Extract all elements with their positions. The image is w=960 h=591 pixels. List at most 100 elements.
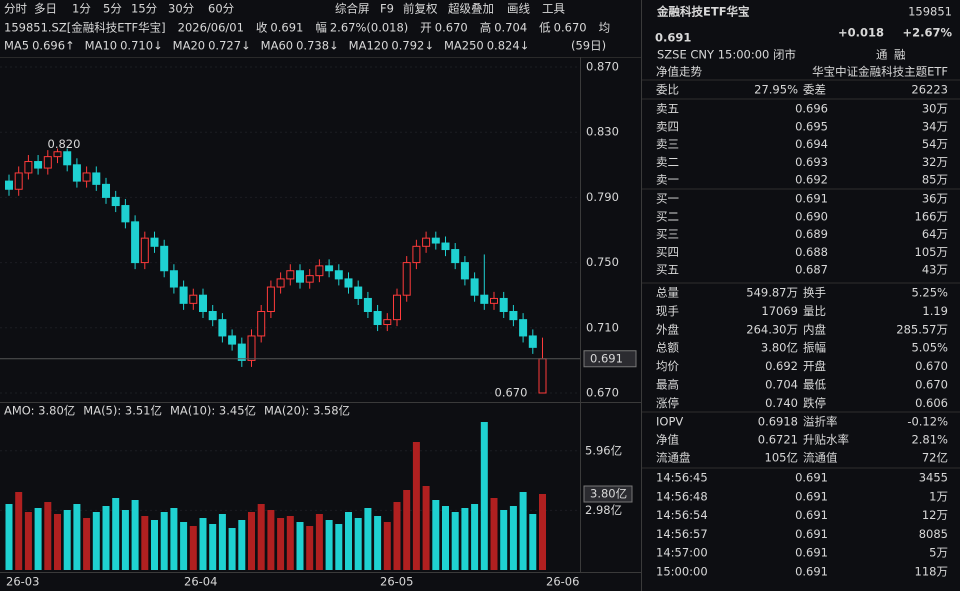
tool[interactable]: 画线 (507, 2, 530, 16)
candle-body (373, 310, 382, 326)
volume-bar (354, 518, 362, 570)
volume-bar (539, 494, 546, 570)
panel-cell: 0.691 (795, 527, 828, 541)
panel-cell: 净值 (656, 433, 679, 447)
info-text: 幅 (315, 21, 327, 35)
panel-cell: 26223 (911, 83, 948, 97)
panel-cell: 买一 (656, 192, 679, 206)
volume-bar (121, 510, 129, 570)
tool[interactable]: F9 (380, 2, 394, 16)
candle-body (82, 172, 91, 182)
volume-bar (54, 514, 61, 570)
period[interactable]: (59日) (571, 39, 606, 53)
panel-cell: 5万 (929, 546, 948, 560)
info-text: 0.691 (270, 21, 303, 35)
candle-body (208, 310, 217, 321)
panel-cell: 1.19 (922, 304, 948, 318)
tab[interactable]: 60分 (208, 2, 235, 16)
panel-cell: 118万 (915, 565, 948, 579)
panel-cell: 0.692 (765, 359, 798, 373)
x-tick-label: 26-04 (184, 575, 217, 589)
candle-body (383, 319, 392, 326)
candle-body (247, 335, 256, 361)
volume-bar (471, 504, 479, 570)
panel-cell: 总额 (656, 341, 679, 355)
panel-cell: 0.693 (795, 155, 828, 169)
volume-bar (286, 516, 294, 570)
volume-bar (422, 486, 430, 570)
candle-body (528, 335, 537, 348)
panel-cell: 0.691 (795, 471, 828, 485)
volume-bar (238, 520, 246, 570)
volume-bar (442, 506, 449, 570)
panel-cell: 升贴水率 (803, 433, 849, 447)
panel-cell: 1万 (929, 489, 948, 503)
tab[interactable]: 多日 (34, 2, 57, 16)
panel-cell: 卖五 (656, 102, 679, 116)
info-text: 0.670 (554, 21, 587, 35)
volume-bar (199, 518, 207, 570)
candle-body (102, 183, 110, 198)
tool[interactable]: 工具 (542, 2, 565, 16)
panel-cell: 流通值 (803, 451, 838, 465)
change-pct: +2.67% (902, 26, 952, 40)
volume-bar (248, 512, 255, 570)
candle-body (286, 270, 295, 280)
tab[interactable]: 15分 (131, 2, 158, 16)
ma-value: 0.738↓ (296, 39, 339, 53)
x-tick-label: 26-06 (546, 575, 579, 589)
panel-cell: 14:56:48 (656, 489, 708, 503)
volume-bar (15, 492, 23, 570)
panel-cell: 卖四 (656, 119, 679, 133)
volume-bar (44, 502, 52, 570)
volume-bar (257, 504, 265, 570)
candle-body (43, 156, 52, 169)
tab[interactable]: 5分 (103, 2, 122, 16)
tab[interactable]: 1分 (72, 2, 91, 16)
panel-cell: 5.05% (911, 341, 948, 355)
y-tick-label: 0.670 (586, 385, 619, 399)
candle-body (189, 294, 198, 304)
candle-body (315, 265, 324, 277)
volume-bar (209, 524, 217, 570)
tool[interactable]: 前复权 (403, 2, 438, 16)
volume-bar (170, 508, 178, 570)
volume-bar (63, 510, 71, 570)
panel-cell: 14:56:57 (656, 527, 708, 541)
panel-cell: 现手 (656, 304, 679, 318)
ma-name: MA5 (4, 39, 29, 53)
volume-bar (403, 490, 411, 570)
candle-body (218, 319, 227, 337)
tool[interactable]: 超级叠加 (448, 2, 494, 16)
candle-body (257, 310, 266, 337)
panel-cell: 549.87万 (746, 286, 798, 300)
candle-body (538, 358, 547, 394)
ma-value: 0.696↑ (32, 39, 75, 53)
panel-cell: 5.25% (911, 286, 948, 300)
candle-body (199, 294, 207, 312)
tab[interactable]: 30分 (168, 2, 195, 16)
min-label: 0.670 (495, 385, 528, 399)
candle-body (53, 151, 62, 158)
tool[interactable]: 综合屏 (335, 2, 370, 16)
panel-cell: 15:00:00 (656, 565, 708, 579)
candle-body (296, 270, 304, 283)
candle-body (470, 278, 479, 296)
volume-last: 3.80亿 (590, 487, 627, 501)
panel-cell: -0.12% (907, 415, 948, 429)
panel-cell: 14:56:45 (656, 471, 708, 485)
panel-cell: 卖三 (656, 137, 679, 151)
candle-body (140, 237, 149, 264)
volume-bar (277, 518, 285, 570)
panel-cell: 0.740 (765, 396, 798, 410)
tab[interactable]: 分时 (4, 2, 27, 16)
info-text: 2026/06/01 (178, 21, 244, 35)
candle-body (460, 262, 469, 280)
panel-cell: 0.687 (795, 263, 828, 277)
panel-cell: 0.694 (795, 137, 828, 151)
volume-bar (189, 526, 197, 570)
panel-cell: 3.80亿 (761, 341, 798, 355)
price: 0.691 (655, 31, 691, 45)
candle-body (92, 172, 101, 185)
status: SZSE CNY 15:00:00 闭市 (657, 48, 796, 62)
